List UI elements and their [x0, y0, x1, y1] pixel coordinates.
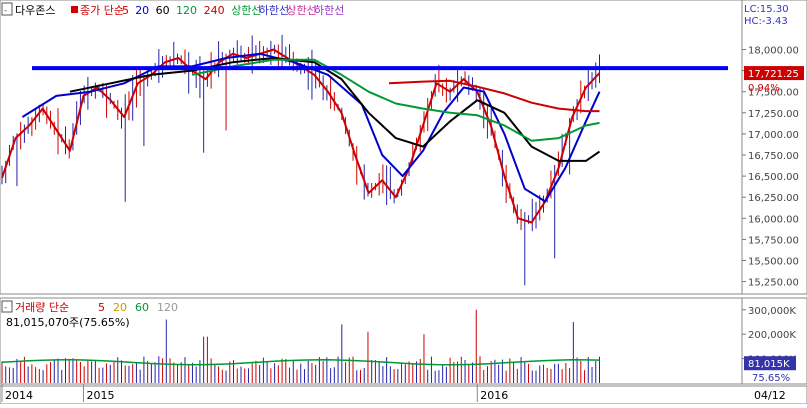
- y-tick-label: 16,750.00: [748, 151, 799, 162]
- y-tick-label: 15,750.00: [748, 235, 799, 246]
- change-label: 0.94%: [748, 83, 780, 94]
- y-tick-label: 15,250.00: [748, 278, 799, 289]
- x-tick-label: 2015: [86, 389, 114, 402]
- x-axis-strip: [0, 385, 807, 405]
- ma240-line: [388, 79, 600, 113]
- legend-label: 5: [98, 301, 105, 314]
- collapse-box-icon[interactable]: [1, 2, 13, 16]
- ma60-line: [69, 57, 601, 162]
- legend-label: 상한선: [231, 4, 261, 17]
- legend-label: 240: [204, 4, 225, 17]
- instrument-name: 다우존스: [15, 4, 55, 17]
- volume-pct-label: 75.65%: [752, 373, 790, 384]
- y-tick-label: 15,500.00: [748, 256, 799, 267]
- volume-title: 거래량 단순: [15, 301, 69, 314]
- y-tick-label: 17,500.00: [748, 88, 799, 99]
- y-tick-label: 300,000K: [748, 306, 796, 317]
- legend-swatch-icon: [71, 6, 78, 13]
- legend-label: 하한선: [314, 3, 344, 17]
- date-label: 04/12: [754, 389, 786, 402]
- volume-bars: [1, 309, 600, 383]
- legend-label: 상한선: [286, 4, 316, 17]
- last-value-label: 17,721.25: [748, 69, 799, 80]
- lc-label: LC:15.30: [744, 4, 789, 15]
- hc-label: HC:-3.43: [744, 16, 788, 27]
- price-axis-area: [741, 0, 807, 295]
- svg-text:-: -: [4, 6, 7, 16]
- legend-label: 5: [122, 4, 129, 17]
- ma120-line: [191, 58, 600, 142]
- volume-last-label: 81,015K: [748, 359, 790, 370]
- moving-average-lines: [1, 48, 728, 224]
- legend-label: 종가 단순: [80, 4, 124, 17]
- last-value-badge: [744, 66, 804, 81]
- legend-label: 60: [135, 301, 149, 314]
- legend-label: 하한선: [259, 3, 289, 17]
- y-tick-label: 16,000.00: [748, 214, 799, 225]
- x-tick-label: 2014: [5, 389, 33, 402]
- x-tick-label: 2016: [480, 389, 508, 402]
- ma20-line: [21, 52, 601, 203]
- volume-panel: [0, 297, 743, 385]
- y-tick-label: 200,000K: [748, 330, 796, 341]
- volume-last-badge: [744, 356, 796, 371]
- legend-label: 20: [135, 4, 149, 17]
- y-tick-label: 18,000.00: [748, 46, 799, 57]
- collapse-box-icon[interactable]: [1, 300, 13, 313]
- legend-label: 120: [157, 301, 178, 314]
- legend-label: 120: [176, 4, 197, 17]
- volume-info: 81,015,070주(75.65%): [6, 316, 130, 329]
- volume-ma-line: [1, 359, 600, 366]
- x-axis: 2014 2015 2016 04/12: [1, 384, 786, 402]
- y-tick-label: 16,250.00: [748, 193, 799, 204]
- price-axis: 18,000.0017,750.0017,500.0017,250.0017,0…: [742, 4, 804, 289]
- legend-label: 60: [156, 4, 170, 17]
- y-tick-label: 17,000.00: [748, 130, 799, 141]
- svg-text:-: -: [4, 303, 7, 313]
- y-tick-label: 16,500.00: [748, 172, 799, 183]
- y-tick-label: 17,250.00: [748, 109, 799, 120]
- volume-legend: - 거래량 단순 81,015,070주(75.65%) 5 20 60 120: [1, 300, 178, 329]
- legend-label: 20: [113, 301, 127, 314]
- price-panel: [0, 0, 743, 295]
